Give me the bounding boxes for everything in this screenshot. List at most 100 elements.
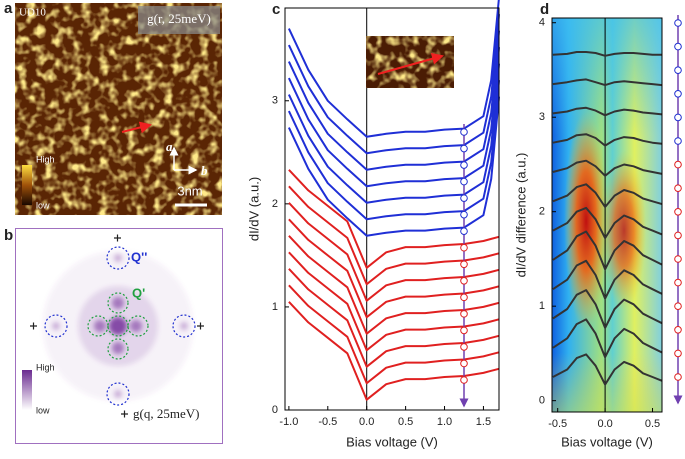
spectrum-line — [287, 96, 500, 237]
cut-marker — [674, 373, 682, 381]
spectrum-line — [288, 268, 500, 368]
cut-marker — [460, 144, 468, 153]
x-tick-label: 1.5 — [476, 416, 491, 428]
y-tick-label: 1 — [539, 300, 545, 312]
spectrum-line — [288, 251, 500, 352]
cut-marker — [674, 90, 682, 98]
cut-marker — [674, 302, 682, 311]
spectrum-line — [288, 284, 500, 385]
axis-b: b — [201, 163, 208, 178]
cut-marker — [460, 326, 468, 335]
y-tick-label: 3 — [272, 95, 278, 107]
panel-label: a — [4, 0, 13, 17]
cut-marker — [674, 113, 682, 122]
x-tick-label: 0.0 — [359, 416, 374, 428]
cut-marker — [674, 137, 682, 145]
q2-circles — [44, 246, 196, 406]
cut-marker — [674, 160, 682, 169]
plot-frame — [284, 7, 500, 411]
axis-a: a — [166, 139, 173, 154]
spectrum-line — [552, 133, 663, 147]
map-label: g(r, 25meV) — [147, 11, 211, 26]
cut-marker — [460, 243, 468, 252]
cut-marker — [674, 184, 682, 192]
spectrum-line — [552, 183, 663, 208]
cut-marker — [674, 208, 682, 216]
colorbar — [22, 165, 32, 205]
spectrum-line — [552, 259, 663, 300]
y-tick-label: 2 — [272, 198, 278, 210]
spectrum-line — [552, 318, 663, 359]
y-tick-label: 3 — [539, 111, 545, 123]
panel-b: b Q'' Q' High low g(q, 25meV) — [4, 227, 223, 444]
inset-texture — [366, 36, 454, 88]
cut-marker — [460, 310, 468, 318]
spectrum-line — [552, 159, 663, 177]
panel-label: b — [4, 227, 13, 244]
panel-label: c — [272, 1, 280, 18]
spectrum-line — [288, 185, 500, 286]
cut-marker — [460, 260, 468, 269]
cut-arrow — [121, 121, 152, 134]
q2-label: Q'' — [131, 249, 147, 264]
cut-marker — [460, 277, 468, 285]
cut-marker — [460, 210, 468, 219]
fft-spots — [43, 251, 193, 401]
x-tick-label: 0.5 — [645, 418, 660, 430]
spectrum-line — [552, 230, 663, 271]
cbar-low: low — [36, 200, 50, 210]
y-tick-label: 0 — [272, 404, 278, 416]
sample-label: UD10 — [19, 7, 46, 19]
x-tick-label: 0.0 — [597, 418, 612, 430]
q1-circles — [87, 292, 149, 360]
spectrum-line — [288, 218, 500, 319]
spectrum-line — [552, 106, 663, 117]
spectrum-line — [288, 202, 500, 302]
cut-marker — [674, 255, 682, 263]
x-tick-label: 0.5 — [398, 416, 413, 428]
spectrum-line — [288, 235, 500, 335]
cut-marker — [460, 128, 468, 136]
spectrum-line — [552, 51, 662, 57]
x-axis-label: Bias voltage (V) — [561, 434, 653, 449]
cut-marker — [674, 278, 682, 287]
stm-texture — [15, 3, 222, 215]
charts: c -1.0 -0.5 0.0 0.5 1.0 1.5 0 1 2 3 Bias voltage (V… — [246, 0, 683, 449]
y-axis-label: dI/dV difference (a.u.) — [513, 153, 528, 278]
bragg-peaks — [30, 234, 204, 418]
x-tick-label: -0.5 — [318, 416, 337, 428]
cut-marker — [674, 42, 682, 51]
spectrum-line — [287, 63, 500, 204]
cut-marker — [674, 19, 682, 27]
y-tick-label: 0 — [539, 395, 545, 407]
cut-marker — [460, 177, 468, 186]
spectrum-line — [288, 169, 500, 269]
x-axis-label: Bias voltage (V) — [346, 434, 438, 449]
scale-label: 3nm — [177, 183, 202, 198]
y-tick-label: 2 — [539, 206, 545, 218]
cut-marker — [674, 66, 682, 74]
spectrum-line — [287, 80, 500, 221]
spectrum-line — [552, 206, 663, 240]
y-axis-label: dI/dV (a.u.) — [246, 177, 261, 241]
cut-marker — [460, 343, 468, 351]
spectrum-line — [552, 78, 663, 87]
cbar-high: High — [36, 154, 55, 164]
map-label: g(q, 25meV) — [133, 406, 199, 421]
colorbar — [22, 370, 32, 410]
cut-marker — [460, 359, 468, 368]
panel-label: d — [540, 1, 549, 18]
cbar-low: low — [36, 405, 50, 415]
cut-marker — [460, 161, 468, 169]
cut-marker — [460, 227, 468, 235]
spectrum-line — [287, 30, 500, 171]
spectrum-line — [287, 0, 500, 138]
label-box — [138, 6, 220, 34]
x-tick-label: 1.0 — [437, 416, 452, 428]
cut-marker — [674, 231, 682, 240]
cut-marker — [460, 293, 468, 302]
spectrum-line — [287, 14, 500, 155]
x-tick-label: -1.0 — [279, 416, 298, 428]
cbar-high: High — [36, 362, 55, 372]
